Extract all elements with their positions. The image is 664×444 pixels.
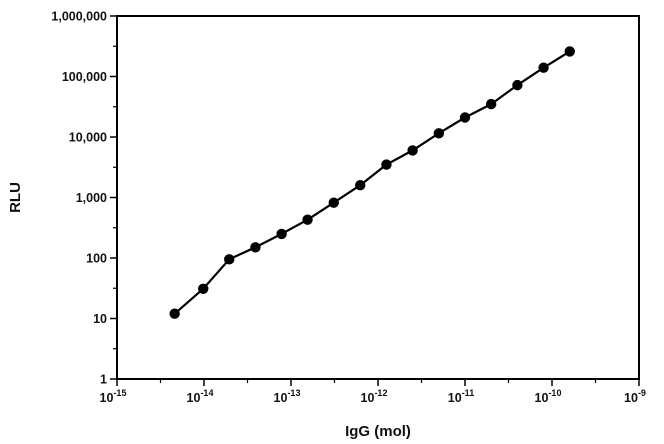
x-tick-exponent: -9	[638, 388, 646, 398]
x-tick-base: 10	[100, 391, 114, 405]
x-tick-base: 10	[187, 391, 201, 405]
x-tick-base: 10	[624, 391, 638, 405]
data-point	[407, 145, 418, 156]
data-point	[485, 98, 497, 110]
data-point	[169, 308, 180, 319]
x-tick-label: 10-12	[361, 388, 388, 405]
x-tick-exponent: -10	[548, 388, 561, 398]
x-axis-ticks: 10-15 10-14 10-13 10-12 10-11 10-10 10-9	[100, 379, 646, 405]
x-tick-exponent: -12	[374, 388, 387, 398]
x-tick-label: 10-14	[187, 388, 214, 405]
plot-frame	[116, 15, 640, 380]
series-line	[173, 50, 571, 315]
y-axis-ticks: 1 10 100 1,000 10,000 100,000 1,000,000	[51, 10, 117, 387]
x-tick-label: 10-15	[100, 388, 127, 405]
data-point	[564, 46, 575, 57]
y-tick-label: 1,000	[76, 191, 107, 205]
x-tick-label: 10-11	[448, 388, 474, 405]
x-tick-exponent: -14	[200, 388, 213, 398]
y-tick-label: 100	[86, 252, 107, 266]
data-point	[538, 62, 549, 73]
x-tick-label: 10-9	[624, 388, 646, 405]
x-tick-base: 10	[361, 391, 375, 405]
y-tick-label: 1,000,000	[51, 10, 107, 24]
data-point	[302, 214, 313, 225]
data-point	[250, 242, 261, 253]
x-tick-exponent: -15	[113, 388, 126, 398]
y-tick-label: 10	[93, 312, 107, 326]
data-point	[198, 283, 209, 294]
series-group	[169, 46, 575, 319]
data-point	[381, 159, 392, 170]
data-point	[433, 128, 445, 139]
y-tick-label: 10,000	[69, 131, 107, 145]
x-tick-label: 10-13	[274, 388, 301, 405]
x-tick-base: 10	[535, 391, 549, 405]
y-tick-label: 1	[100, 373, 107, 387]
data-point	[328, 197, 339, 208]
x-axis-title: IgG (mol)	[345, 423, 411, 440]
y-axis-title: RLU	[7, 182, 24, 213]
axes	[116, 15, 640, 380]
data-point	[512, 79, 523, 91]
x-tick-exponent: -11	[462, 388, 475, 398]
data-point	[224, 254, 235, 265]
x-tick-base: 10	[448, 391, 462, 405]
y-tick-label: 100,000	[62, 70, 107, 84]
data-point	[355, 179, 366, 191]
data-point	[459, 112, 471, 123]
x-tick-exponent: -13	[287, 388, 300, 398]
x-tick-base: 10	[274, 391, 288, 405]
x-tick-label: 10-10	[535, 388, 562, 405]
data-point	[276, 228, 287, 240]
